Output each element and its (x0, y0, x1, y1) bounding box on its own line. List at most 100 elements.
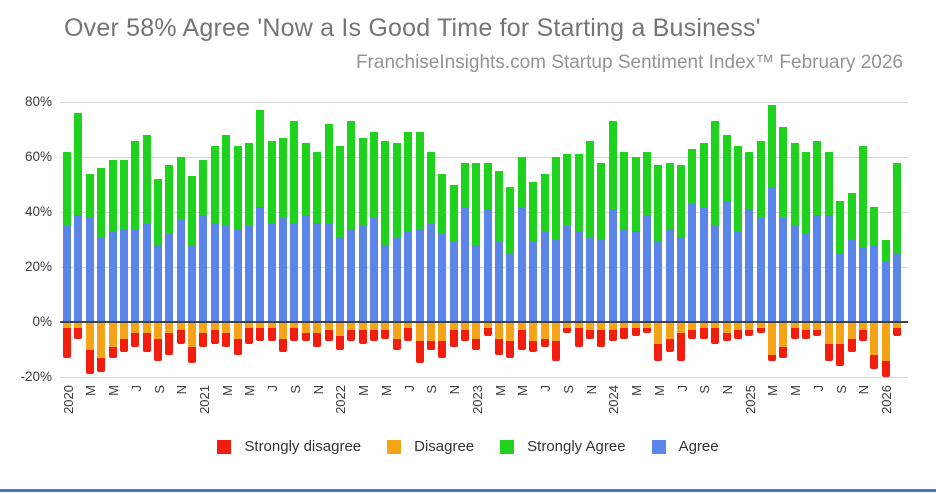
bar-segment-agree (415, 228, 424, 322)
bar-segment-strongly-agree (188, 176, 197, 245)
bar-segment-strongly-agree (529, 181, 538, 243)
x-axis-tick-label: M (492, 385, 508, 396)
bar-segment-strongly-agree (347, 121, 356, 229)
bar-segment-strongly-disagree (188, 346, 197, 364)
x-axis-tick-label: N (447, 385, 463, 395)
bar-segment-strongly-disagree (210, 330, 219, 344)
x-axis-tick-label: 2023 (469, 385, 485, 414)
bar-segment-disagree (381, 322, 390, 331)
bar-segment-agree (335, 236, 344, 322)
bar-segment-disagree (415, 322, 424, 342)
bar-segment-disagree (586, 322, 594, 331)
bar-segment-agree (586, 236, 594, 322)
bar-segment-agree (540, 231, 549, 322)
bar-segment-disagree (858, 322, 867, 331)
bar-segment-disagree (438, 322, 447, 342)
bar-segment-strongly-agree (313, 151, 322, 223)
bar-segment-strongly-disagree (370, 330, 378, 342)
bar-segment-disagree (358, 322, 367, 331)
bar-segment-disagree (97, 322, 106, 358)
bar-segment-strongly-agree (597, 162, 606, 240)
bar-segment-strongly-agree (620, 151, 629, 229)
bar-segment-disagree (210, 322, 219, 331)
bar-segment-disagree (813, 322, 822, 331)
y-gridline (60, 102, 908, 103)
bar-segment-strongly-agree (142, 135, 151, 223)
bar-segment-strongly-agree (233, 146, 242, 229)
bar-segment-agree (74, 214, 83, 322)
bar-segment-disagree (256, 322, 265, 328)
bar-segment-strongly-agree (722, 135, 731, 201)
bar-segment-strongly-agree (756, 140, 765, 218)
bar-segment-disagree (802, 322, 810, 331)
bar-segment-strongly-disagree (472, 338, 481, 350)
bar-segment-agree (517, 206, 526, 322)
bar-segment-disagree (790, 322, 799, 328)
bar-segment-disagree (335, 322, 344, 336)
bar-segment-agree (233, 228, 242, 322)
bar-segment-strongly-disagree (74, 327, 83, 339)
bar-segment-disagree (426, 322, 435, 342)
bar-segment-strongly-disagree (529, 341, 538, 353)
bar-segment-strongly-disagree (426, 341, 435, 350)
bar-segment-agree (142, 223, 151, 322)
bar-segment-strongly-agree (733, 146, 742, 232)
legend-swatch-disagree (387, 439, 402, 454)
bar-segment-agree (256, 206, 265, 322)
x-axis-tick-label: S (287, 385, 303, 394)
bar-segment-agree (313, 223, 322, 322)
bar-segment-disagree (517, 322, 526, 331)
legend-item: Disagree (387, 438, 474, 455)
bar-segment-strongly-agree (665, 162, 674, 229)
bar-segment-strongly-agree (165, 165, 174, 234)
bar-segment-disagree (688, 322, 697, 331)
bar-segment-agree (688, 203, 697, 322)
bar-segment-strongly-agree (392, 143, 401, 237)
bar-segment-strongly-disagree (654, 344, 663, 361)
bar-segment-disagree (722, 322, 731, 333)
bar-segment-agree (358, 225, 367, 322)
bar-segment-strongly-agree (381, 140, 390, 245)
x-axis-tick-label: S (560, 385, 576, 394)
x-axis-tick-label: M (515, 385, 531, 396)
bar-segment-strongly-disagree (358, 330, 367, 344)
bar-segment-agree (188, 245, 197, 322)
bar-segment-disagree (392, 322, 401, 339)
bar-segment-strongly-agree (154, 179, 162, 245)
bar-segment-agree (574, 231, 583, 322)
legend-label: Disagree (414, 438, 475, 455)
bar-segment-disagree (495, 322, 504, 339)
bar-segment-strongly-agree (688, 148, 697, 204)
x-axis-tick-label: M (106, 385, 121, 396)
x-axis-tick-label: M (651, 385, 667, 396)
bar-segment-strongly-agree (836, 201, 845, 254)
bar-segment-disagree (449, 322, 458, 331)
bar-segment-disagree (108, 322, 117, 347)
bar-segment-agree (131, 228, 140, 322)
bar-segment-agree (779, 217, 788, 322)
bar-segment-strongly-disagree (608, 330, 617, 342)
bar-segment-agree (745, 209, 754, 322)
bar-segment-strongly-disagree (836, 344, 845, 366)
legend-label: Agree (678, 438, 719, 455)
x-axis-tick-label: 2026 (879, 385, 895, 414)
bar-segment-agree (529, 242, 538, 322)
bar-segment-agree (563, 225, 572, 322)
bar-segment-disagree (711, 322, 720, 328)
bar-segment-strongly-disagree (244, 327, 253, 344)
bar-segment-disagree (745, 322, 754, 331)
bar-segment-disagree (881, 322, 890, 361)
bar-segment-strongly-agree (847, 192, 856, 240)
x-axis-tick-label: M (378, 385, 394, 396)
bar-segment-strongly-disagree (506, 341, 515, 358)
bar-segment-disagree (222, 322, 231, 333)
bar-segment-strongly-disagree (551, 341, 560, 361)
bar-segment-agree (551, 239, 560, 322)
bar-segment-agree (870, 245, 879, 322)
bar-segment-strongly-disagree (279, 338, 287, 353)
bar-segment-strongly-agree (358, 137, 367, 226)
bar-segment-agree (495, 242, 504, 322)
y-axis-tick-label: -20% (20, 369, 52, 384)
bar-segment-strongly-agree (290, 121, 299, 223)
bar-segment-strongly-disagree (63, 327, 71, 358)
